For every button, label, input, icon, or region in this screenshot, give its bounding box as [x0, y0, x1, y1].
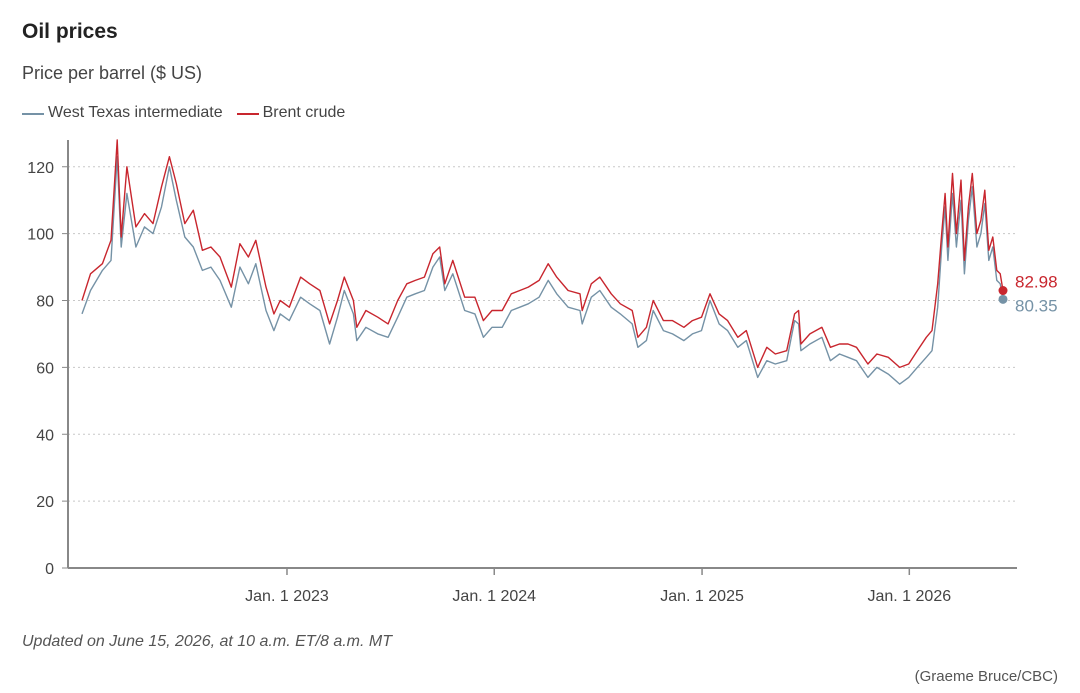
- y-tick-label-40: 40: [36, 427, 54, 444]
- x-tick-label-4: Jan. 1 2026: [867, 588, 951, 605]
- source-credit: (Graeme Bruce/CBC): [914, 668, 1058, 685]
- chart-title: Oil prices: [22, 20, 118, 43]
- end-point-wti: [998, 294, 1008, 304]
- y-tick-label-20: 20: [36, 494, 54, 511]
- x-tick-label-1: Jan. 1 2023: [245, 588, 329, 605]
- legend-label-brent: Brent crude: [262, 104, 346, 121]
- y-tick-label-60: 60: [36, 360, 54, 377]
- legend-swatch-brent: [236, 113, 259, 115]
- update-note: Updated on June 15, 2026, at 10 a.m. ET/…: [22, 633, 392, 650]
- end-label-brent: 82.98: [1015, 273, 1058, 292]
- legend-label-wti: West Texas intermediate: [48, 104, 223, 121]
- y-tick-label-0: 0: [45, 561, 54, 578]
- x-tick-label-3: Jan. 1 2025: [660, 588, 744, 605]
- series-line-wti: [81, 155, 1004, 385]
- x-tick-label-2: Jan. 1 2024: [452, 588, 536, 605]
- end-point-brent: [998, 286, 1008, 296]
- y-tick-label-120: 120: [27, 160, 54, 177]
- end-label-wti: 80.35: [1015, 296, 1058, 315]
- series-line-brent: [81, 139, 1004, 369]
- y-tick-label-80: 80: [36, 294, 54, 311]
- chart-legend: West Texas intermediate Brent crude: [22, 104, 359, 122]
- legend-item-wti: West Texas intermediate: [22, 104, 223, 122]
- legend-swatch-wti: [22, 113, 44, 115]
- chart-subtitle: Price per barrel ($ US): [22, 63, 203, 83]
- y-tick-label-100: 100: [27, 227, 54, 244]
- legend-item-brent: Brent crude: [236, 104, 346, 122]
